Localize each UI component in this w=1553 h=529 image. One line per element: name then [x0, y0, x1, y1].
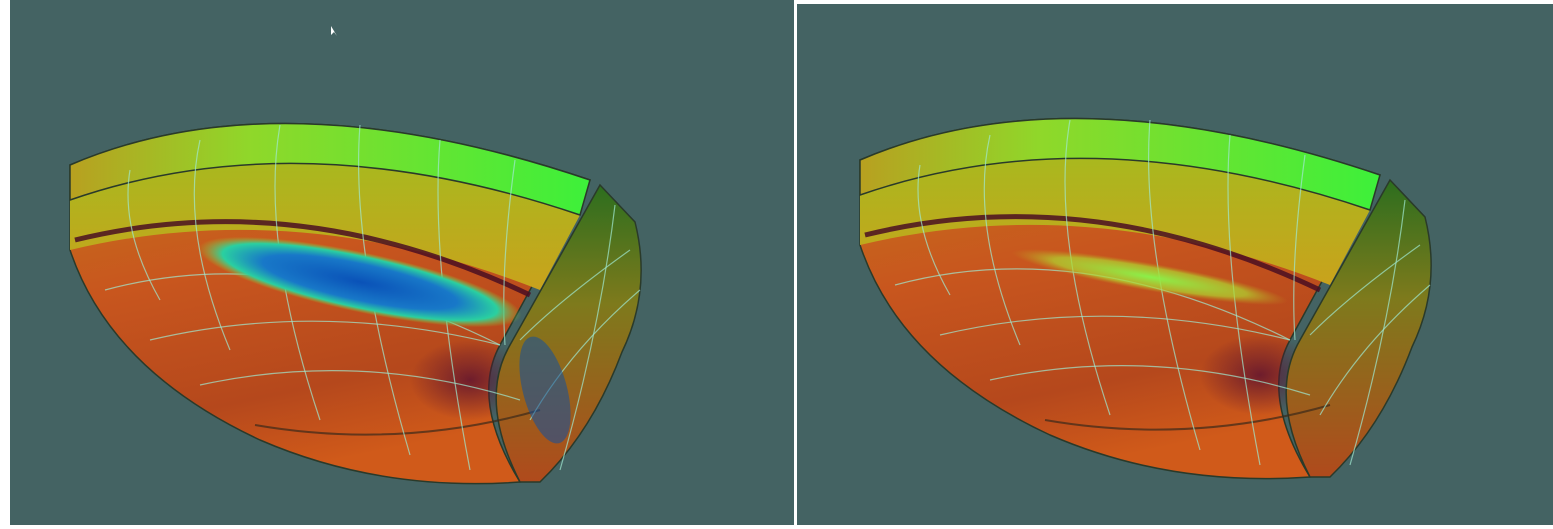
right-model: [860, 118, 1431, 478]
blue-region: [519, 336, 571, 444]
cursor: [331, 26, 337, 36]
blue-region: [198, 236, 522, 328]
left-model: [70, 123, 641, 483]
green-streak: [1012, 249, 1288, 305]
